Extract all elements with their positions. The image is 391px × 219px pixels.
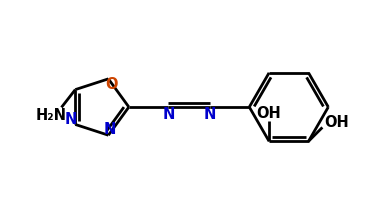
Text: N: N xyxy=(64,112,77,127)
Text: H₂N: H₂N xyxy=(36,108,67,123)
Text: N: N xyxy=(204,108,216,122)
Text: N: N xyxy=(162,108,174,122)
Text: OH: OH xyxy=(256,106,282,121)
Text: O: O xyxy=(105,77,118,92)
Text: N: N xyxy=(103,122,116,137)
Text: OH: OH xyxy=(324,115,348,130)
